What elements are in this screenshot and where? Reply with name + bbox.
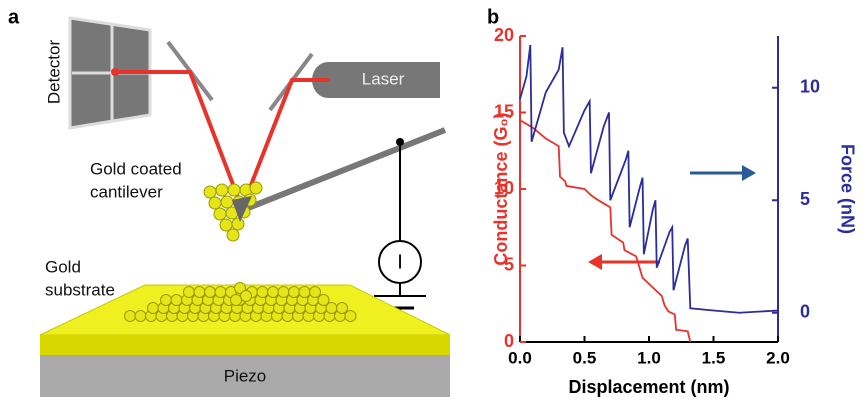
beam-spot xyxy=(111,68,119,76)
substrate-label: substrate xyxy=(45,280,115,299)
substrate-label: Gold xyxy=(45,257,81,276)
x-tick-label: 1.0 xyxy=(637,348,661,367)
gold-tip xyxy=(204,182,262,241)
series-line xyxy=(520,120,690,342)
cantilever-label: Gold coated xyxy=(90,159,182,178)
figure: a Detector Laser Gold coated cantilever … xyxy=(0,0,864,402)
y2-axis-title: Force (nN) xyxy=(837,144,857,234)
x-tick-label: 2.0 xyxy=(766,348,790,367)
x-tick-label: 0.0 xyxy=(508,348,532,367)
piezo-label: Piezo xyxy=(224,366,267,385)
x-tick-label: 1.5 xyxy=(702,348,726,367)
y-axis-title: Conductance (G₀) xyxy=(491,112,511,265)
arrow-head xyxy=(588,254,602,270)
x-axis-title: Displacement (nm) xyxy=(568,377,729,397)
cantilever-label: cantilever xyxy=(90,182,163,201)
ammeter-label: I xyxy=(397,251,403,273)
substrate-edge xyxy=(40,335,450,355)
y2-tick-label: 5 xyxy=(800,189,810,209)
y2-tick-label: 0 xyxy=(800,302,810,322)
detector-label: Detector xyxy=(44,40,63,105)
y-tick-label: 0 xyxy=(504,331,514,351)
arrow-head xyxy=(742,165,756,181)
x-tick-label: 0.5 xyxy=(573,348,597,367)
node xyxy=(396,138,404,146)
panel-label: a xyxy=(8,6,20,28)
series-line xyxy=(520,45,778,313)
y2-tick-label: 10 xyxy=(800,77,820,97)
laser-label: Laser xyxy=(362,69,405,88)
y-tick-label: 20 xyxy=(494,25,514,45)
